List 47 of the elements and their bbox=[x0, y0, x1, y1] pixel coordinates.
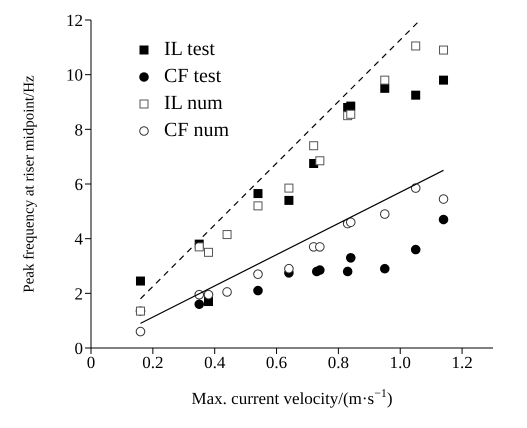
point bbox=[410, 244, 420, 254]
point bbox=[346, 253, 356, 263]
legend-label: IL num bbox=[164, 91, 223, 116]
x-tick-label: 0.6 bbox=[266, 353, 288, 372]
point bbox=[253, 286, 263, 296]
x-tick-label: 0.4 bbox=[204, 353, 226, 372]
x-tick-label: 0.2 bbox=[142, 353, 164, 372]
point bbox=[315, 265, 325, 275]
point bbox=[380, 209, 390, 219]
point bbox=[204, 290, 214, 300]
x-tick-label: 0 bbox=[86, 353, 96, 372]
point bbox=[136, 326, 146, 336]
legend-label: IL test bbox=[164, 37, 215, 62]
point bbox=[284, 196, 294, 205]
y-axis-title: Peak frequency at riser midpoint/Hz bbox=[21, 74, 38, 293]
x-axis-title: Max. current velocity/(m·s$^{−1}$) bbox=[191, 386, 393, 408]
point bbox=[253, 189, 262, 198]
point bbox=[411, 90, 420, 100]
point bbox=[380, 264, 390, 274]
point bbox=[253, 269, 263, 279]
y-tick-label: 2 bbox=[74, 284, 83, 304]
y-tick-label: 4 bbox=[74, 230, 84, 249]
point bbox=[315, 242, 325, 252]
point bbox=[439, 76, 448, 85]
point bbox=[194, 299, 204, 310]
point bbox=[136, 276, 145, 286]
point bbox=[380, 84, 390, 93]
point bbox=[284, 264, 294, 274]
point bbox=[315, 156, 324, 166]
point bbox=[438, 194, 448, 204]
point bbox=[346, 110, 356, 119]
x-tick-label: 1.2 bbox=[451, 353, 473, 372]
point bbox=[342, 266, 352, 276]
point bbox=[346, 217, 356, 228]
y-tick-label: 8 bbox=[74, 120, 83, 140]
x-tick-label: 1.0 bbox=[390, 353, 411, 372]
x-tick-label: 0.8 bbox=[328, 353, 350, 372]
y-tick-label: 12 bbox=[66, 11, 83, 30]
y-tick-label: 0 bbox=[74, 339, 83, 358]
y-tick-label: 10 bbox=[66, 66, 83, 85]
point bbox=[346, 102, 356, 111]
point bbox=[438, 214, 448, 224]
y-tick-label: 6 bbox=[74, 175, 83, 194]
legend-label: CF num bbox=[164, 118, 230, 143]
point bbox=[222, 287, 232, 297]
point bbox=[194, 242, 204, 252]
legend-label: CF test bbox=[164, 64, 222, 89]
